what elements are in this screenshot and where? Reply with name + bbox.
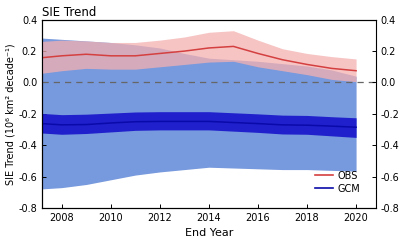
Legend: OBS, GCM: OBS, GCM — [311, 167, 364, 197]
Y-axis label: SIE Trend (10⁶ km² decade⁻¹): SIE Trend (10⁶ km² decade⁻¹) — [6, 43, 15, 185]
X-axis label: End Year: End Year — [185, 228, 233, 238]
Text: SIE Trend: SIE Trend — [42, 6, 96, 19]
